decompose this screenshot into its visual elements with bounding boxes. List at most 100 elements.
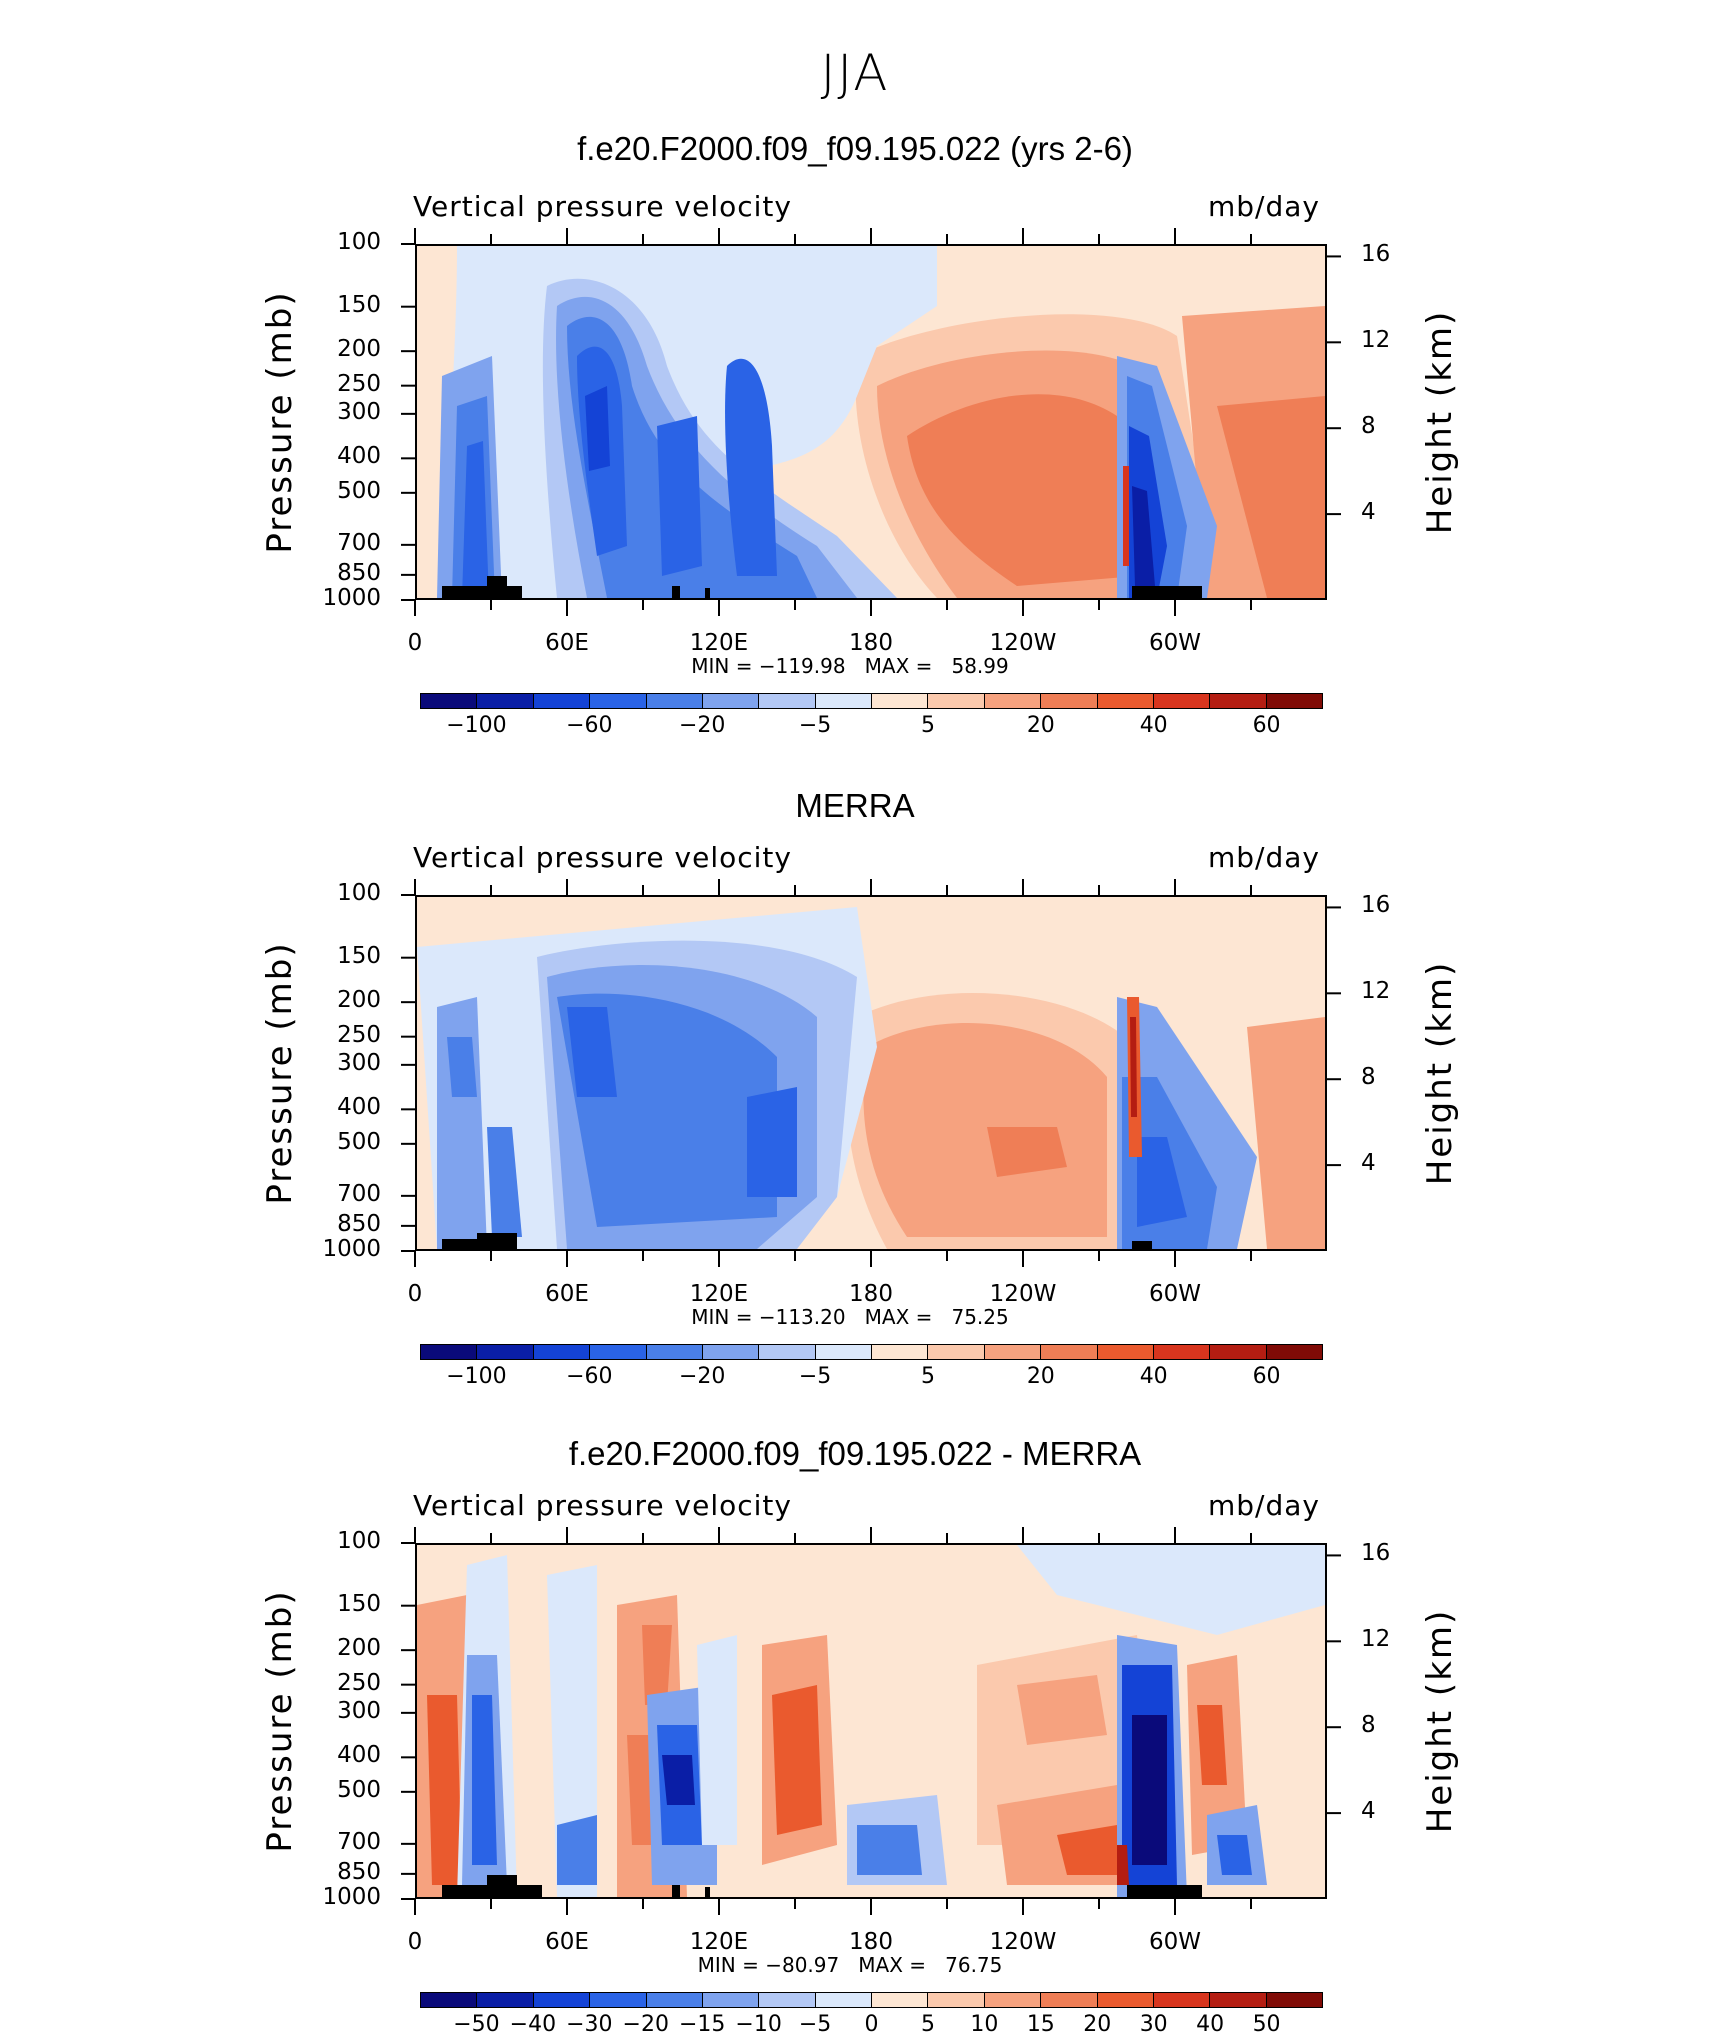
height-tick-label: 4 (1361, 1798, 1376, 1825)
colorbar-swatch (759, 694, 816, 708)
variable-name: Vertical pressure velocity (413, 841, 792, 874)
colorbar-label: −15 (678, 2012, 726, 2037)
x-tick-label: 60E (545, 630, 589, 656)
colorbar (420, 693, 1323, 709)
height-tick-label: 8 (1361, 1712, 1376, 1739)
min-max-label: MIN = −113.20 MAX = 75.25 (691, 1305, 1009, 1329)
min-max-label: MIN = −119.98 MAX = 58.99 (691, 654, 1009, 678)
y-tick-label: 500 (337, 477, 381, 504)
colorbar-label: 15 (1026, 2012, 1055, 2037)
y-axis-label: Pressure (mb) (260, 1589, 300, 1853)
y-tick-label: 200 (337, 1635, 381, 1662)
y-tick-label: 700 (337, 1180, 381, 1207)
colorbar (420, 1344, 1323, 1360)
colorbar-swatch (646, 1345, 703, 1359)
colorbar-swatch (1041, 694, 1098, 708)
height-tick-label: 4 (1361, 499, 1376, 526)
colorbar-swatch (702, 694, 760, 708)
y-tick-label: 850 (337, 1858, 381, 1885)
contour-field (417, 246, 1325, 598)
colorbar-label: 50 (1252, 2012, 1281, 2037)
colorbar-label: 30 (1139, 2012, 1168, 2037)
colorbar-swatch (533, 1345, 591, 1359)
colorbar-swatch (590, 1993, 647, 2007)
colorbar-label: 40 (1139, 1364, 1168, 1389)
colorbar-label: 20 (1083, 2012, 1112, 2037)
y-tick-label: 850 (337, 559, 381, 586)
colorbar-swatch (477, 1345, 534, 1359)
colorbar-swatch (1210, 1993, 1267, 2007)
colorbar-swatch (1041, 1345, 1098, 1359)
colorbar-swatch (1266, 694, 1322, 708)
colorbar-label: −20 (678, 713, 726, 738)
colorbar-label: −100 (446, 713, 507, 738)
colorbar-label: 40 (1196, 2012, 1225, 2037)
colorbar (420, 1992, 1323, 2008)
plot-area (415, 244, 1327, 600)
colorbar-label: 0 (864, 2012, 879, 2037)
colorbar-swatch (1097, 1345, 1154, 1359)
y-tick-label: 700 (337, 529, 381, 556)
colorbar-label: −50 (453, 2012, 500, 2037)
colorbar-swatch (759, 1993, 816, 2007)
y-tick-label: 1000 (322, 1884, 381, 1910)
colorbar-swatch (702, 1345, 760, 1359)
colorbar-swatch (928, 1993, 985, 2007)
colorbar-label: 60 (1252, 713, 1281, 738)
x-tick-label: 0 (407, 1281, 423, 1307)
x-tick-label: 120E (689, 1929, 749, 1955)
colorbar-swatch (533, 1993, 591, 2007)
variable-name: Vertical pressure velocity (413, 1489, 792, 1522)
colorbar-swatch (477, 1993, 534, 2007)
units-label: mb/day (1208, 1489, 1320, 1522)
x-tick-label: 120W (989, 1929, 1057, 1955)
height-tick-label: 12 (1361, 978, 1391, 1005)
colorbar-swatch (984, 1345, 1042, 1359)
y-tick-label: 100 (337, 880, 381, 906)
colorbar-swatch (815, 694, 872, 708)
colorbar-label: 60 (1252, 1364, 1281, 1389)
y-tick-label: 1000 (322, 585, 381, 611)
colorbar-swatch (984, 1993, 1042, 2007)
panel-title: MERRA (795, 787, 915, 824)
colorbar-label: 5 (920, 713, 935, 738)
colorbar-swatch (1097, 694, 1154, 708)
colorbar-swatch (1153, 694, 1211, 708)
y-tick-label: 400 (337, 443, 381, 470)
y-tick-label: 300 (337, 1049, 381, 1076)
colorbar-swatch (421, 1345, 478, 1359)
colorbar-swatch (421, 694, 478, 708)
height-tick-label: 16 (1361, 241, 1391, 268)
colorbar-swatch (1210, 694, 1267, 708)
colorbar-swatch (590, 694, 647, 708)
x-tick-label: 180 (849, 1281, 893, 1307)
y-tick-label: 500 (337, 1776, 381, 1803)
y-tick-label: 500 (337, 1128, 381, 1155)
x-tick-label: 60W (1148, 1929, 1202, 1955)
y-tick-label: 150 (337, 942, 381, 969)
y-tick-label: 1000 (322, 1236, 381, 1262)
height-tick-label: 8 (1361, 413, 1376, 440)
x-tick-label: 120W (989, 1281, 1057, 1307)
height-tick-label: 12 (1361, 1626, 1391, 1653)
colorbar-swatch (590, 1345, 647, 1359)
colorbar-swatch (1041, 1993, 1098, 2007)
height-tick-label: 16 (1361, 892, 1391, 919)
colorbar-swatch (646, 1993, 703, 2007)
colorbar-label: −5 (798, 1364, 832, 1389)
y-tick-label: 250 (337, 1021, 381, 1048)
colorbar-swatch (872, 694, 929, 708)
colorbar-label: −60 (566, 713, 613, 738)
height-axis-label: Height (km) (1420, 309, 1460, 535)
colorbar-swatch (1153, 1345, 1211, 1359)
colorbar-swatch (1266, 1993, 1322, 2007)
y-tick-label: 150 (337, 291, 381, 318)
colorbar-swatch (928, 1345, 985, 1359)
x-tick-label: 120E (689, 630, 749, 656)
colorbar-label: −100 (446, 1364, 507, 1389)
y-tick-label: 400 (337, 1742, 381, 1769)
colorbar-swatch (759, 1345, 816, 1359)
colorbar-swatch (928, 694, 985, 708)
x-tick-label: 180 (849, 630, 893, 656)
units-label: mb/day (1208, 190, 1320, 223)
